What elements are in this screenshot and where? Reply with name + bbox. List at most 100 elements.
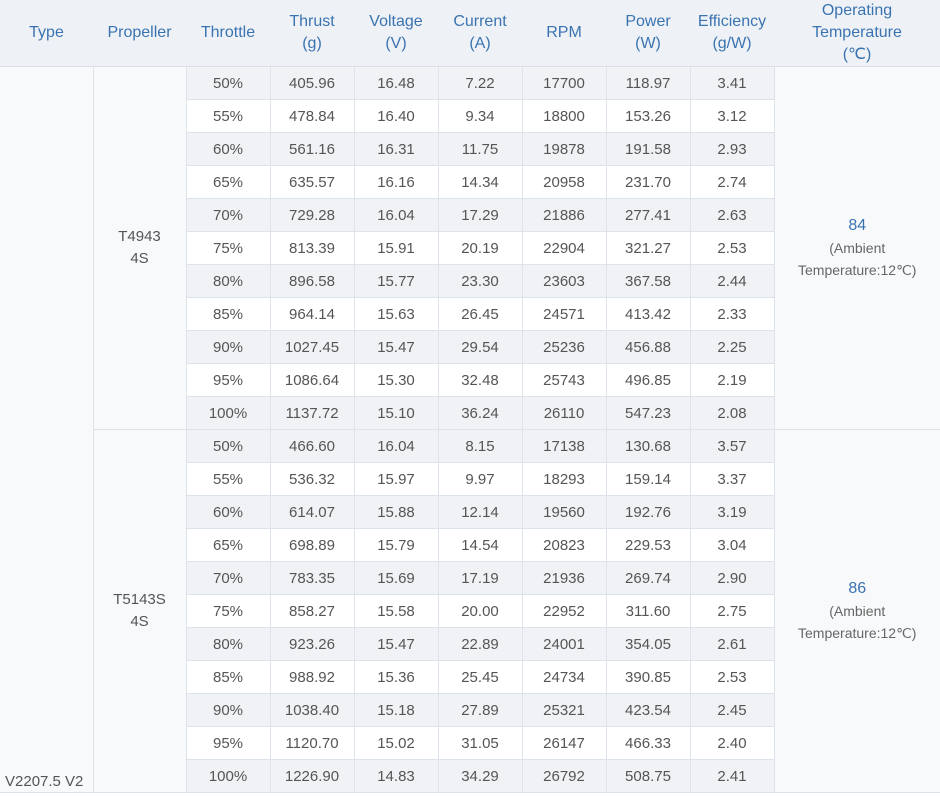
data-row: 75% 813.39 15.91 20.19 22904 321.27 2.53	[0, 231, 940, 265]
data-cell: 1086.64	[269, 363, 355, 397]
data-cell: 9.34	[437, 99, 523, 133]
data-cell: 14.54	[437, 528, 523, 562]
data-row: 90% 1027.45 15.47 29.54 25236 456.88 2.25	[0, 330, 940, 364]
data-cell: 25321	[521, 693, 607, 727]
table-body: V2207.5 V2 T4943 4S 50% 405.96 16.48 7.22 17700…	[0, 66, 940, 793]
temperature-cell: 86 (Ambient Temperature:12℃)	[773, 429, 940, 793]
data-cell: 3.12	[689, 99, 775, 133]
data-cell: 60%	[185, 132, 271, 166]
data-row: 80% 923.26 15.47 22.89 24001 354.05 2.61	[0, 627, 940, 661]
header-line: Voltage	[369, 13, 423, 30]
data-cell: 813.39	[269, 231, 355, 265]
data-cell: 55%	[185, 99, 271, 133]
data-row: 70% 729.28 16.04 17.29 21886 277.41 2.63	[0, 198, 940, 232]
data-cell: 311.60	[605, 594, 691, 628]
data-cell: 14.83	[353, 759, 439, 793]
data-cell: 354.05	[605, 627, 691, 661]
data-cell: 15.77	[353, 264, 439, 298]
data-cell: 23.30	[437, 264, 523, 298]
header-line: Propeller	[107, 24, 172, 41]
data-cell: 22904	[521, 231, 607, 265]
data-cell: 269.74	[605, 561, 691, 595]
data-cell: 423.54	[605, 693, 691, 727]
data-cell: 2.19	[689, 363, 775, 397]
data-cell: 75%	[185, 594, 271, 628]
data-cell: 2.40	[689, 726, 775, 760]
data-cell: 964.14	[269, 297, 355, 331]
data-cell: 80%	[185, 264, 271, 298]
header-line: Throttle	[200, 24, 256, 41]
data-cell: 50%	[185, 429, 271, 463]
data-cell: 24001	[521, 627, 607, 661]
data-cell: 26110	[521, 396, 607, 430]
data-cell: 18293	[521, 462, 607, 496]
data-cell: 2.44	[689, 264, 775, 298]
data-cell: 95%	[185, 363, 271, 397]
data-cell: 988.92	[269, 660, 355, 694]
header-line: RPM	[546, 24, 582, 41]
data-cell: 3.41	[689, 66, 775, 100]
data-row: T5143S 4S 50% 466.60 16.04 8.15 17138 130.68 3.5…	[0, 429, 940, 793]
data-row: 95% 1120.70 15.02 31.05 26147 466.33 2.40	[0, 726, 940, 760]
data-cell: 729.28	[269, 198, 355, 232]
data-cell: 923.26	[269, 627, 355, 661]
data-cell: 65%	[185, 165, 271, 199]
header-line: Type	[29, 24, 64, 41]
data-cell: 31.05	[437, 726, 523, 760]
data-cell: 2.53	[689, 660, 775, 694]
data-cell: 2.63	[689, 198, 775, 232]
data-cell: 70%	[185, 561, 271, 595]
propeller-line: 4S	[130, 250, 149, 267]
data-cell: 21886	[521, 198, 607, 232]
data-cell: 11.75	[437, 132, 523, 166]
column-header: Throttle	[186, 0, 270, 67]
column-header: Propeller	[93, 0, 186, 67]
data-cell: 231.70	[605, 165, 691, 199]
data-cell: 9.97	[437, 462, 523, 496]
data-cell: 85%	[185, 660, 271, 694]
column-header: Current (A)	[438, 0, 522, 67]
type-cell: V2207.5 V2	[0, 66, 94, 793]
data-cell: 90%	[185, 693, 271, 727]
data-row: 55% 478.84 16.40 9.34 18800 153.26 3.12	[0, 99, 940, 133]
header-line: (A)	[469, 35, 491, 52]
header-line: (℃)	[842, 46, 872, 63]
data-cell: 15.91	[353, 231, 439, 265]
propeller-cell: T4943 4S	[92, 66, 187, 430]
data-cell: 15.69	[353, 561, 439, 595]
header-row: Type Propeller Throttle Thrust (g) Voltage (V)…	[0, 0, 940, 67]
column-header: RPM	[522, 0, 606, 67]
data-cell: 508.75	[605, 759, 691, 793]
data-cell: 32.48	[437, 363, 523, 397]
data-cell: 478.84	[269, 99, 355, 133]
data-cell: 15.88	[353, 495, 439, 529]
data-cell: 12.14	[437, 495, 523, 529]
data-row: 60% 561.16 16.31 11.75 19878 191.58 2.93	[0, 132, 940, 166]
data-cell: 60%	[185, 495, 271, 529]
data-cell: 27.89	[437, 693, 523, 727]
data-cell: 2.45	[689, 693, 775, 727]
data-cell: 26.45	[437, 297, 523, 331]
data-cell: 858.27	[269, 594, 355, 628]
data-cell: 14.34	[437, 165, 523, 199]
data-cell: 2.08	[689, 396, 775, 430]
data-cell: 277.41	[605, 198, 691, 232]
data-cell: 15.47	[353, 330, 439, 364]
data-cell: 20.00	[437, 594, 523, 628]
data-cell: 321.27	[605, 231, 691, 265]
data-cell: 20.19	[437, 231, 523, 265]
header-line: (W)	[635, 35, 661, 52]
temperature-note: Temperature:12℃)	[798, 262, 917, 278]
header-line: (V)	[385, 35, 407, 52]
header-line: Efficiency	[697, 13, 767, 30]
data-cell: 19560	[521, 495, 607, 529]
data-cell: 80%	[185, 627, 271, 661]
data-row: 95% 1086.64 15.30 32.48 25743 496.85 2.19	[0, 363, 940, 397]
data-cell: 34.29	[437, 759, 523, 793]
header-line: Temperature	[812, 24, 902, 41]
data-row: 65% 698.89 15.79 14.54 20823 229.53 3.04	[0, 528, 940, 562]
data-row: 55% 536.32 15.97 9.97 18293 159.14 3.37	[0, 462, 940, 496]
propeller-line: 4S	[130, 613, 149, 630]
data-cell: 153.26	[605, 99, 691, 133]
